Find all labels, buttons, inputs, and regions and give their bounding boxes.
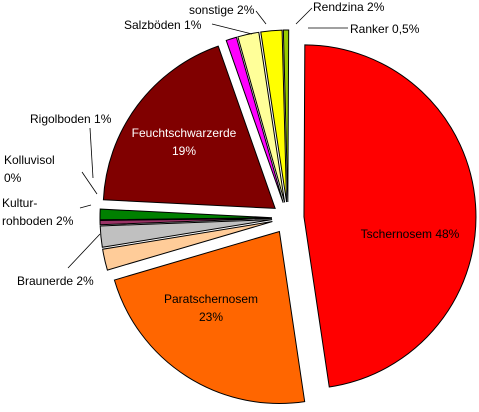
leader-braunerde	[67, 233, 101, 269]
leader-kolluvisol	[81, 171, 98, 195]
label-kultur: Kultur-rohboden 2%	[2, 196, 74, 228]
label-salzb-den-1: Salzböden 1%	[124, 18, 202, 32]
leader-rigolboden	[89, 127, 94, 179]
label-line: Kolluvisol	[4, 153, 55, 167]
label-rendzina-2: Rendzina 2%	[313, 0, 385, 14]
slice-kultur	[99, 219, 273, 248]
leader-kulturrohboden	[79, 204, 92, 209]
slice-labels: Tschernosem 48% Paratschernosem 23% Brauner…	[2, 0, 460, 324]
label-line: Braunerde 2%	[17, 274, 94, 288]
leader-salzboeden	[211, 23, 253, 35]
label-line: Salzböden 1%	[124, 18, 202, 32]
slice-rendzina-2	[260, 29, 288, 203]
slice-kolluvisol	[99, 217, 273, 226]
label-line: 19%	[172, 144, 196, 158]
label-paratschernosem: Paratschernosem 23%	[164, 292, 258, 324]
label-tschernosem-48: Tschernosem 48%	[361, 227, 460, 241]
label-line: 23%	[199, 310, 223, 324]
label-line: Tschernosem 48%	[361, 227, 460, 241]
label-line: Kultur-	[2, 196, 37, 210]
label-sonstige-2: sonstige 2%	[189, 3, 255, 17]
label-leader-lines	[67, 7, 348, 269]
leader-rendzina	[295, 7, 313, 25]
label-braunerde-2: Braunerde 2%	[17, 274, 94, 288]
label-kolluvisol: Kolluvisol 0%	[4, 153, 55, 185]
label-rigolboden-1: Rigolboden 1%	[30, 112, 112, 126]
label-line: Ranker 0,5%	[350, 22, 420, 36]
label-feuchtschwarzerde: Feuchtschwarzerde 19%	[132, 126, 237, 158]
label-line: 0%	[4, 171, 22, 185]
slice-tschernosem-48	[303, 44, 477, 388]
slice-sonstige-2	[237, 31, 286, 203]
leader-sonstige	[255, 10, 267, 25]
pie-slices	[99, 29, 477, 404]
slice-feuchtschwarzerde	[102, 45, 276, 209]
label-ranker-0-5: Ranker 0,5%	[350, 22, 420, 36]
slice-braunerde-2	[102, 221, 273, 271]
label-line: Paratschernosem	[164, 292, 258, 306]
slice-ranker-0-5	[282, 29, 290, 203]
label-line: Rendzina 2%	[313, 0, 385, 14]
slice-salzb-den-1	[225, 36, 284, 203]
label-line: sonstige 2%	[189, 3, 255, 17]
label-line: rohboden 2%	[2, 214, 74, 228]
slice-paratschernosem	[113, 230, 306, 404]
label-line: Rigolboden 1%	[30, 112, 112, 126]
slice-rigolboden-1	[99, 208, 273, 221]
label-line: Feuchtschwarzerde	[132, 126, 237, 140]
